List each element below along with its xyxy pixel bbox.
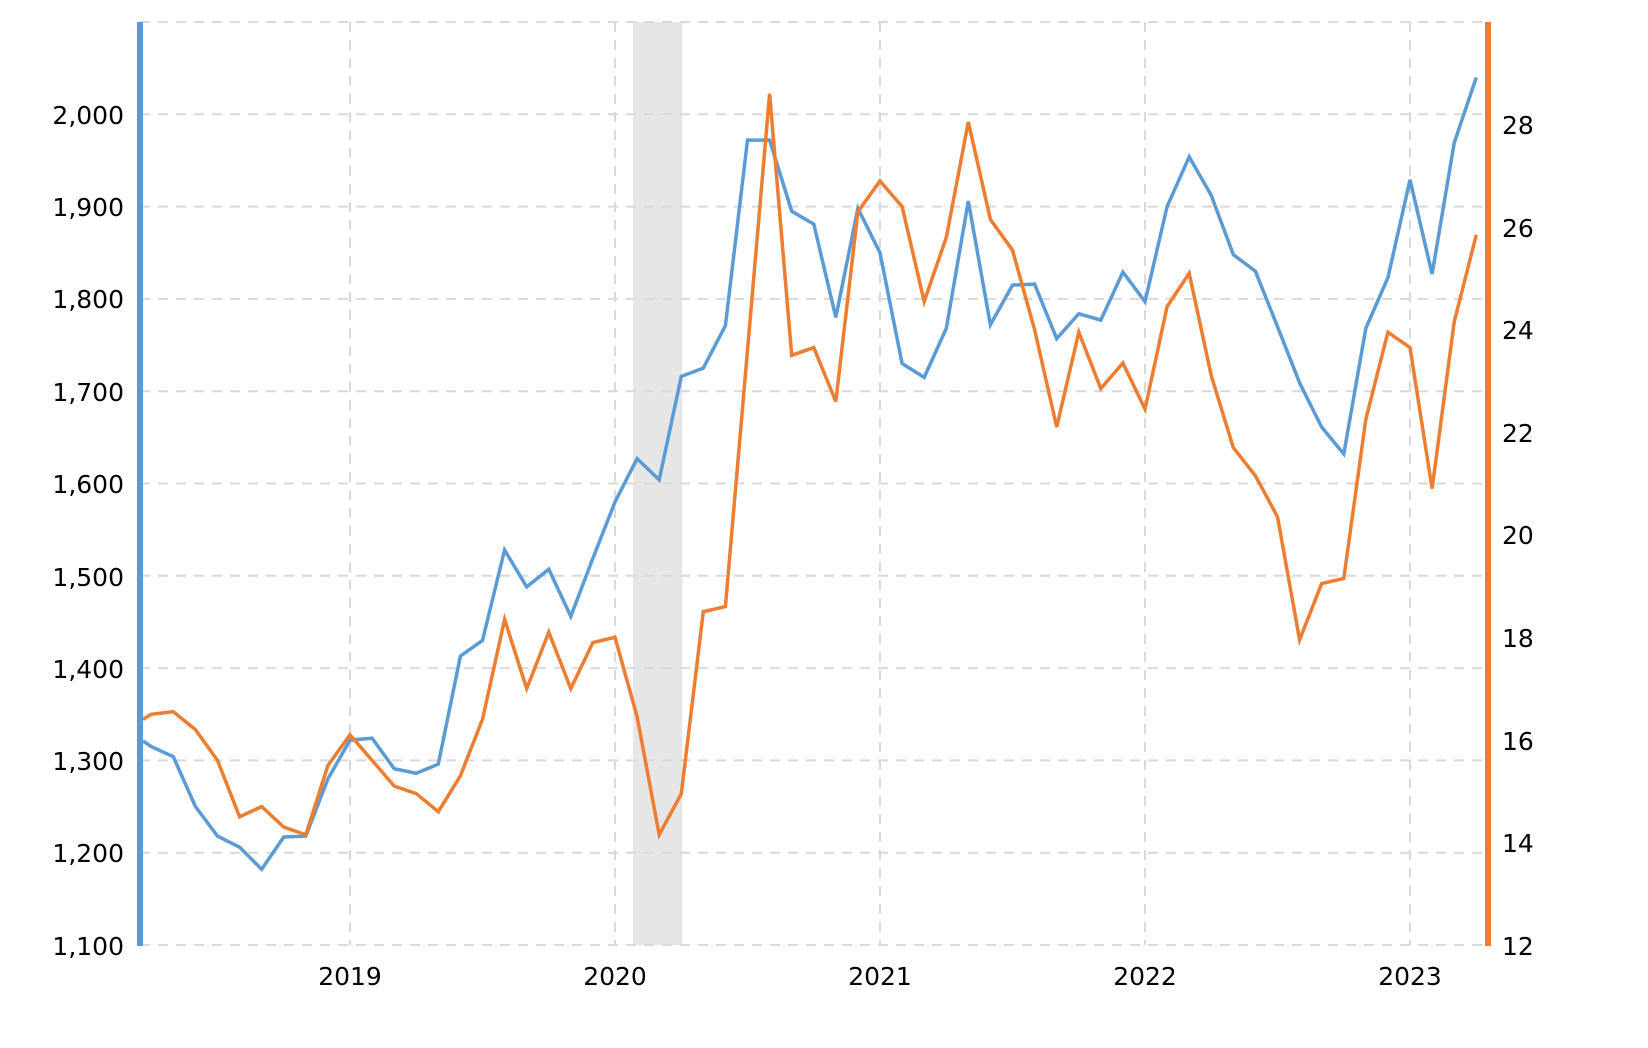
right-axis-tick-labels: 28 26 24 22 20 18 16 14 12 bbox=[1502, 111, 1534, 961]
recession-shading bbox=[633, 22, 683, 945]
series-lines bbox=[142, 76, 1478, 873]
right-tick-28: 28 bbox=[1502, 111, 1534, 140]
left-tick-1500: 1,500 bbox=[52, 563, 124, 592]
silver-series-line bbox=[142, 93, 1478, 840]
left-tick-1600: 1,600 bbox=[52, 470, 124, 499]
left-tick-1900: 1,900 bbox=[52, 193, 124, 222]
right-tick-20: 20 bbox=[1502, 521, 1534, 550]
x-tick-2023: 2023 bbox=[1378, 962, 1442, 991]
left-axis-bar bbox=[137, 22, 143, 946]
right-tick-16: 16 bbox=[1502, 727, 1534, 756]
right-tick-14: 14 bbox=[1502, 829, 1534, 858]
left-tick-1300: 1,300 bbox=[52, 747, 124, 776]
right-tick-22: 22 bbox=[1502, 419, 1534, 448]
left-tick-1700: 1,700 bbox=[52, 378, 124, 407]
x-tick-2021: 2021 bbox=[848, 962, 912, 991]
x-tick-2020: 2020 bbox=[583, 962, 647, 991]
x-axis-tick-labels: 2019 2020 2021 2022 2023 bbox=[318, 962, 1442, 991]
left-tick-2000: 2,000 bbox=[52, 101, 124, 130]
x-tick-2019: 2019 bbox=[318, 962, 382, 991]
left-axis-tick-labels: 2,000 1,900 1,800 1,700 1,600 1,500 1,40… bbox=[52, 101, 124, 961]
right-tick-24: 24 bbox=[1502, 316, 1534, 345]
left-tick-1800: 1,800 bbox=[52, 285, 124, 314]
right-axis-bar bbox=[1485, 22, 1491, 946]
right-tick-26: 26 bbox=[1502, 214, 1534, 243]
gridlines bbox=[140, 21, 1488, 946]
left-tick-1100: 1,100 bbox=[52, 932, 124, 961]
right-tick-18: 18 bbox=[1502, 624, 1534, 653]
gold-series-line bbox=[142, 76, 1478, 873]
left-tick-1200: 1,200 bbox=[52, 839, 124, 868]
x-tick-2022: 2022 bbox=[1113, 962, 1177, 991]
left-tick-1400: 1,400 bbox=[52, 655, 124, 684]
right-tick-12: 12 bbox=[1502, 932, 1534, 961]
